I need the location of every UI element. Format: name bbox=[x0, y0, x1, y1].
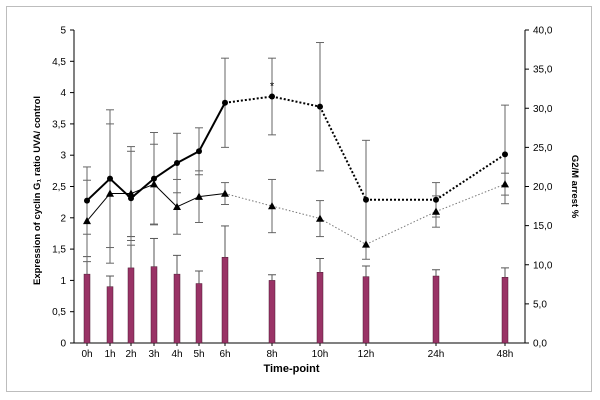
series-0-point bbox=[317, 103, 323, 110]
series-1-segment bbox=[198, 193, 226, 198]
series-0-point bbox=[107, 175, 113, 182]
chart-canvas: 0 0,5 1 1,5 2 2,5 3 3,5 4 4,5 5 0,0 5,0 10,0 15,0 20,0 2… bbox=[32, 26, 580, 376]
series-0-point bbox=[222, 99, 228, 106]
right-tick-label: 25,0 bbox=[533, 143, 553, 154]
series-1-segment bbox=[153, 183, 178, 208]
right-tick-label: 10,0 bbox=[533, 260, 553, 271]
series-1-point bbox=[316, 214, 324, 222]
series-0-segment bbox=[176, 150, 200, 164]
bar bbox=[501, 277, 509, 344]
series-0-segment bbox=[224, 95, 273, 104]
left-tick-label: 3 bbox=[60, 151, 66, 162]
right-tick-label: 30,0 bbox=[533, 104, 553, 115]
x-tick-label: 10h bbox=[312, 349, 329, 360]
right-tick-label: 15,0 bbox=[533, 221, 553, 232]
series-1-point bbox=[195, 192, 203, 200]
x-axis-title: Time-point bbox=[263, 363, 319, 375]
bar bbox=[362, 276, 370, 344]
bar bbox=[150, 266, 158, 344]
bar bbox=[432, 275, 440, 344]
series-1-point bbox=[150, 180, 158, 188]
bar bbox=[83, 273, 91, 344]
left-tick-label: 1 bbox=[60, 276, 66, 287]
axes: 0 0,5 1 1,5 2 2,5 3 3,5 4 4,5 5 0,0 5,0 10,0 15,0 20,0 2… bbox=[52, 26, 553, 361]
y-axis-left-title: Expression of cyclin G₁ ratio UVA/ contr… bbox=[32, 96, 43, 285]
series-0-segment bbox=[319, 106, 367, 201]
right-tick-label: 35,0 bbox=[533, 65, 553, 76]
series-0-point bbox=[174, 160, 180, 167]
series-0-point bbox=[84, 197, 90, 204]
bars-layer bbox=[83, 225, 509, 344]
series-1-segment bbox=[319, 218, 367, 245]
series-0-point bbox=[502, 151, 508, 158]
left-tick-label: 3,5 bbox=[52, 119, 66, 130]
lines-layer bbox=[83, 42, 509, 264]
left-tick-label: 0,5 bbox=[52, 307, 66, 318]
right-tick-label: 0,0 bbox=[533, 339, 547, 350]
series-1-segment bbox=[176, 196, 200, 208]
series-0-segment bbox=[271, 95, 321, 108]
series-0-segment bbox=[109, 177, 132, 199]
bar bbox=[316, 272, 324, 344]
right-tick-label: 20,0 bbox=[533, 182, 553, 193]
x-tick-label: 12h bbox=[358, 349, 375, 360]
bar bbox=[195, 283, 203, 344]
right-tick-label: 5,0 bbox=[533, 299, 547, 310]
left-tick-label: 1,5 bbox=[52, 245, 66, 256]
series-0-segment bbox=[435, 153, 506, 201]
series-1-segment bbox=[86, 193, 111, 222]
significance-asterisk: * bbox=[270, 81, 275, 93]
bar bbox=[127, 267, 135, 344]
bar bbox=[106, 286, 114, 344]
labels-layer: Time-point Expression of cyclin G₁ ratio … bbox=[32, 81, 580, 375]
series-1-segment bbox=[435, 183, 506, 213]
x-tick-label: 6h bbox=[219, 349, 230, 360]
series-0-point bbox=[196, 148, 202, 155]
bar bbox=[173, 273, 181, 344]
x-tick-label: 1h bbox=[104, 349, 115, 360]
x-tick-label: 4h bbox=[171, 349, 182, 360]
series-1-point bbox=[432, 207, 440, 215]
x-tick-label: 3h bbox=[148, 349, 159, 360]
left-tick-label: 2 bbox=[60, 213, 66, 224]
x-tick-label: 5h bbox=[193, 349, 204, 360]
chart-frame: 0 0,5 1 1,5 2 2,5 3 3,5 4 4,5 5 0,0 5,0 10,0 15,0 20,0 2… bbox=[6, 6, 592, 392]
series-1-point bbox=[268, 202, 276, 210]
right-tick-label: 40,0 bbox=[533, 26, 553, 37]
left-tick-label: 5 bbox=[60, 26, 66, 37]
series-1-point bbox=[83, 216, 91, 225]
x-tick-label: 0h bbox=[81, 349, 92, 360]
x-tick-label: 8h bbox=[266, 349, 277, 360]
series-1-segment bbox=[224, 193, 273, 207]
x-tick-label: 24h bbox=[428, 349, 445, 360]
series-0-point bbox=[269, 93, 275, 100]
series-0-point bbox=[433, 196, 439, 203]
series-0-point bbox=[363, 196, 369, 203]
bar bbox=[221, 256, 229, 344]
y-axis-right-title: G2/M arrest % bbox=[569, 155, 580, 219]
series-1-point bbox=[173, 202, 181, 211]
series-1-point bbox=[127, 189, 135, 197]
left-tick-label: 0 bbox=[60, 339, 66, 350]
series-1-point bbox=[221, 189, 229, 197]
series-1-point bbox=[501, 180, 509, 188]
x-tick-label: 48h bbox=[497, 349, 514, 360]
x-tick-label: 2h bbox=[125, 349, 136, 360]
left-tick-label: 4 bbox=[60, 88, 66, 99]
series-1-segment bbox=[271, 205, 321, 220]
series-0-segment bbox=[86, 177, 111, 202]
left-tick-label: 2,5 bbox=[52, 182, 66, 193]
series-1-point bbox=[362, 240, 370, 248]
series-0-segment bbox=[153, 162, 178, 180]
series-1-segment bbox=[130, 183, 155, 195]
series-0-segment bbox=[198, 102, 226, 152]
series-1-segment bbox=[365, 211, 437, 245]
left-tick-label: 4,5 bbox=[52, 57, 66, 68]
series-0-point bbox=[151, 175, 157, 182]
bar bbox=[268, 280, 276, 344]
series-1-point bbox=[106, 189, 114, 197]
